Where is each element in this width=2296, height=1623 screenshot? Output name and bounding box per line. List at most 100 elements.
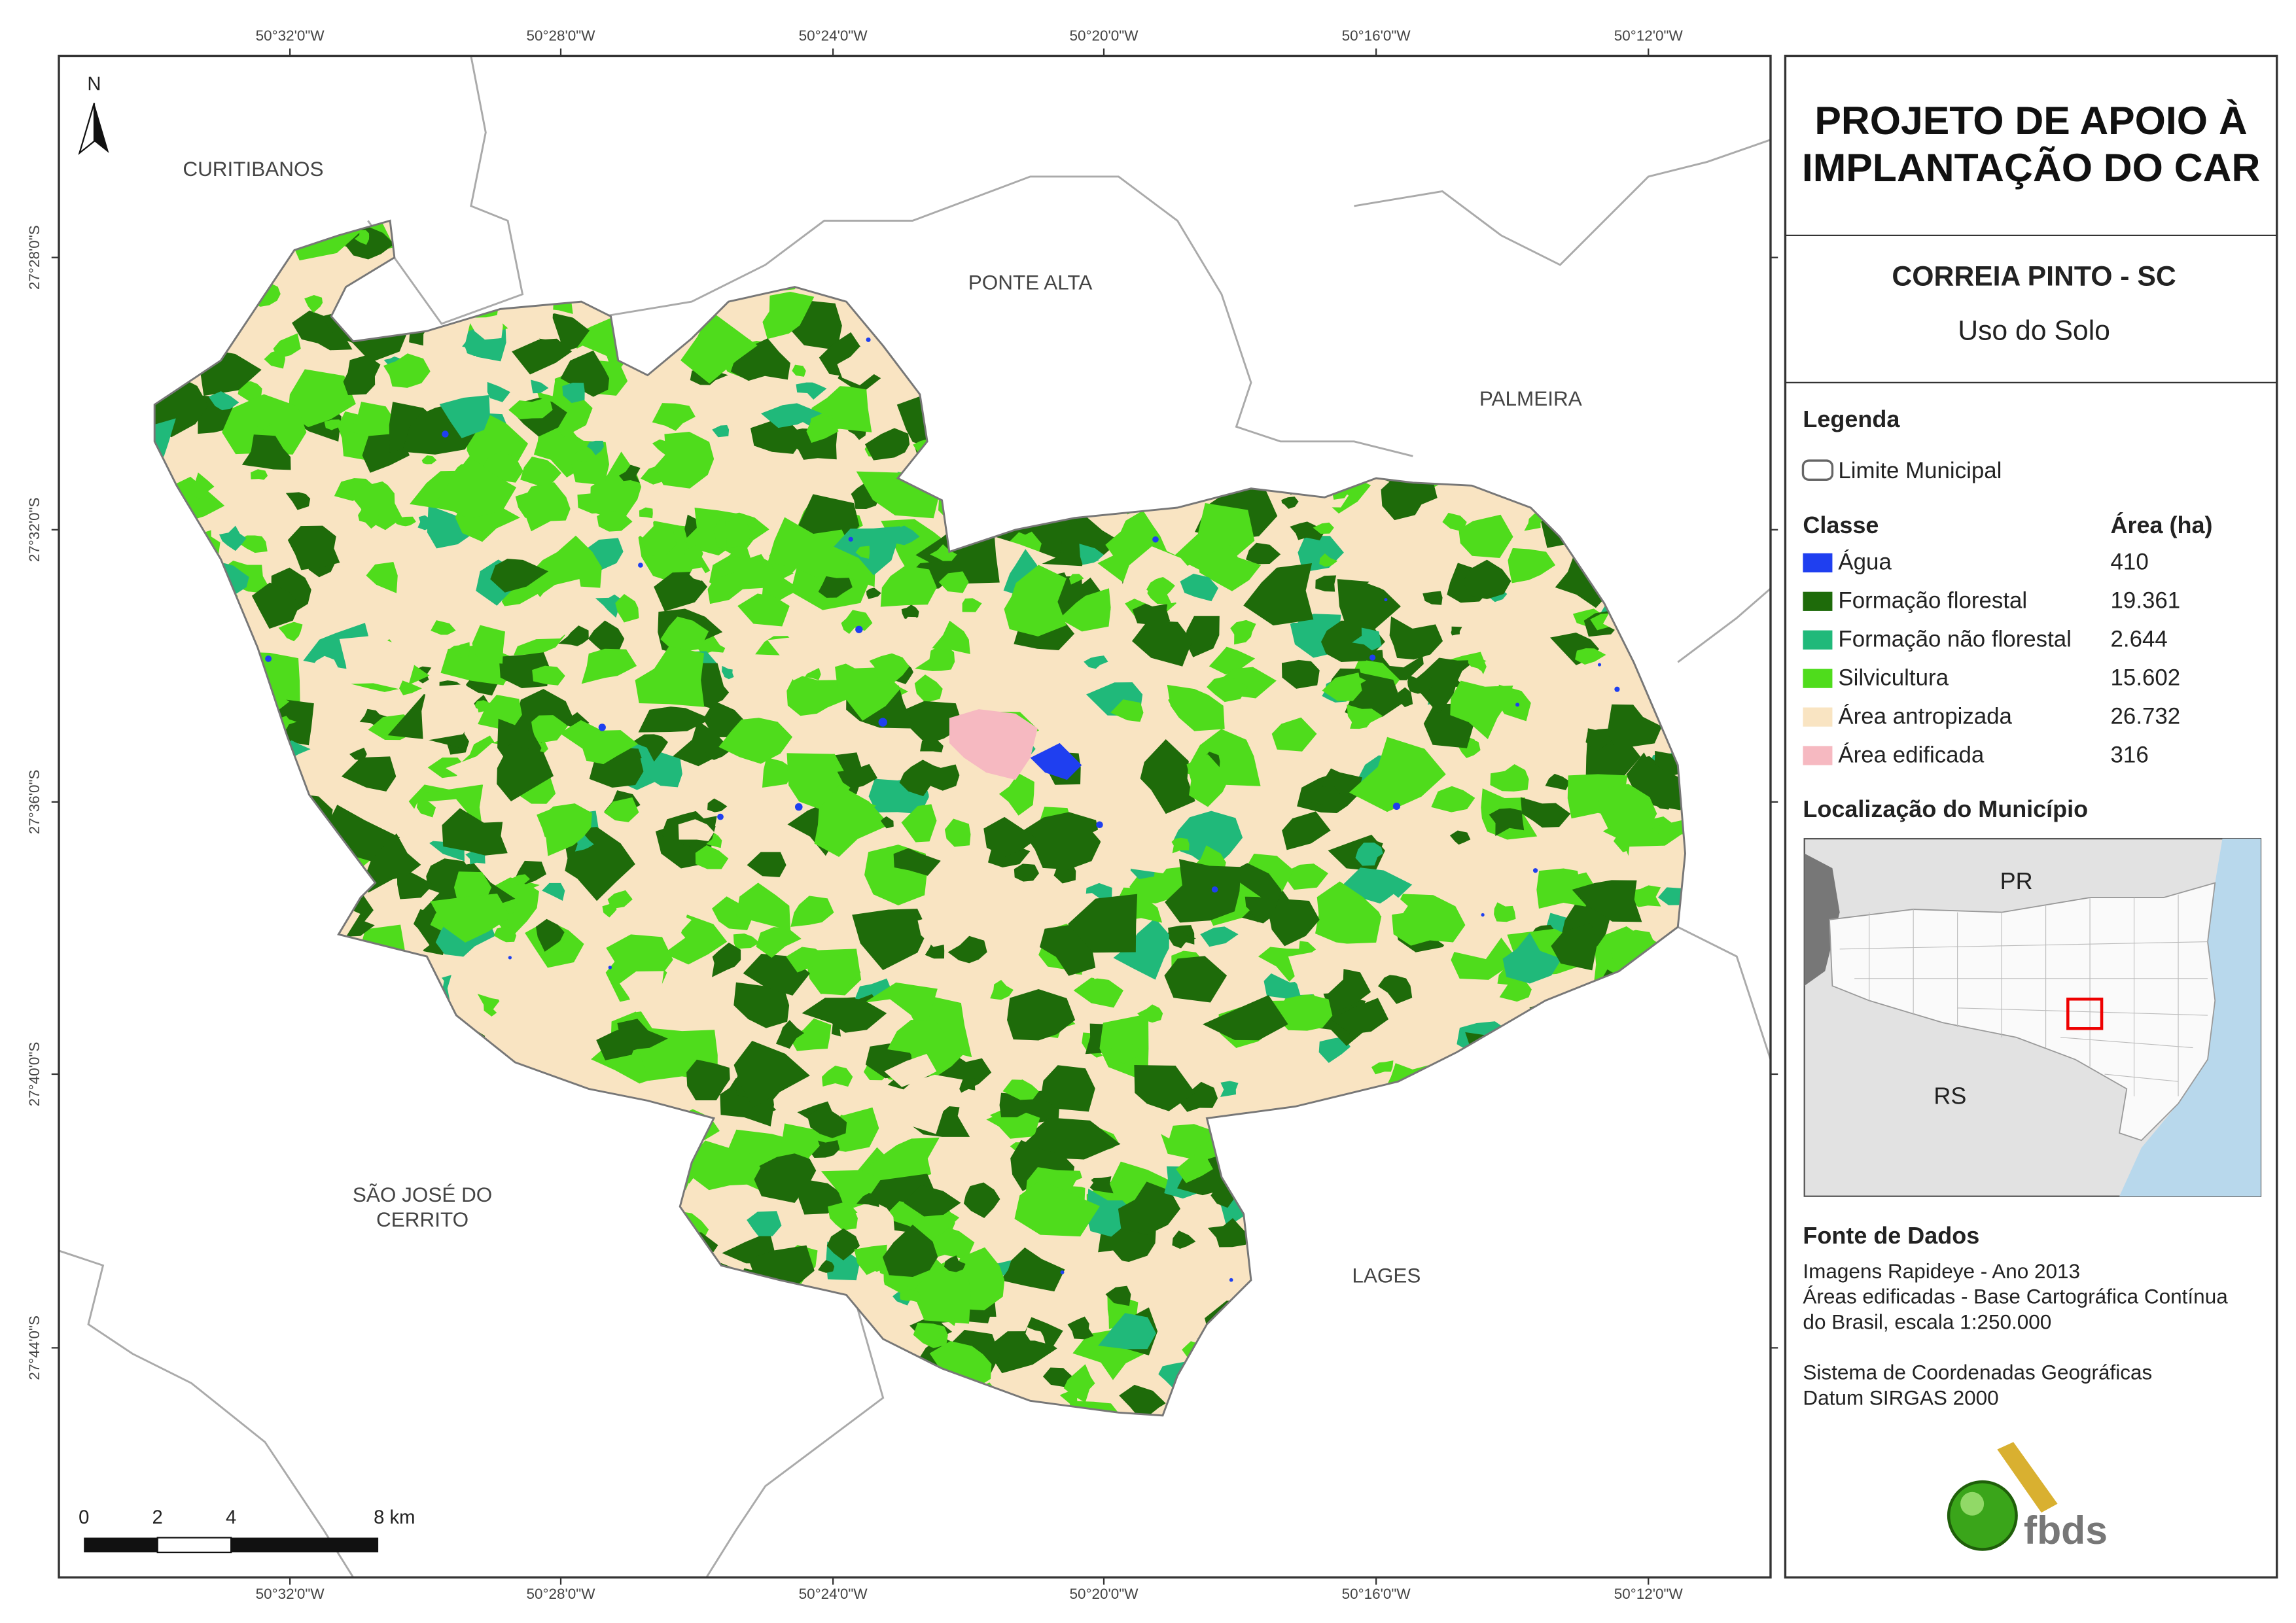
land-use-patch xyxy=(448,645,462,656)
boundary xyxy=(367,56,524,325)
land-use-patch xyxy=(493,926,517,943)
land-use-patch xyxy=(1355,842,1383,866)
land-use-patch xyxy=(1508,548,1556,584)
land-use-patch xyxy=(288,369,356,427)
logo-bar xyxy=(1997,1442,2058,1513)
land-use-patch xyxy=(919,764,960,791)
land-use-patch xyxy=(756,927,802,958)
land-use-patch xyxy=(536,918,565,952)
land-use-patch xyxy=(1407,674,1434,694)
land-use-patch xyxy=(439,394,490,438)
land-use-patch xyxy=(1140,739,1195,814)
land-use-patch xyxy=(903,616,923,629)
land-use-patch xyxy=(1392,894,1466,946)
land-use-patch xyxy=(487,381,510,402)
scale-bar: 0 2 4 8 km xyxy=(79,1507,415,1554)
land-use-patch xyxy=(1180,574,1219,602)
land-use-patch xyxy=(983,1100,1040,1139)
land-use-patch xyxy=(837,346,889,385)
land-use-patch xyxy=(1067,1316,1094,1340)
land-use-patch xyxy=(796,382,827,400)
land-use-patch xyxy=(497,744,554,801)
land-use-patch xyxy=(1545,773,1570,790)
land-use-patch xyxy=(663,915,728,965)
place-label: CURITIBANOS xyxy=(183,157,323,181)
land-use-patch xyxy=(841,610,873,637)
source-line: Imagens Rapideye - Ano 2013 xyxy=(1803,1259,2080,1283)
land-use-patch xyxy=(689,567,707,582)
land-use-patch xyxy=(1449,830,1471,845)
coord-label: 50°16'0"W xyxy=(1342,27,1411,44)
water-body xyxy=(848,536,853,542)
land-use-patch xyxy=(1281,497,1299,509)
coord-label: 50°20'0"W xyxy=(1070,1586,1139,1602)
boundary xyxy=(1677,926,1771,1060)
land-use-patch xyxy=(1349,737,1446,812)
land-use-patch xyxy=(998,773,1034,816)
land-use-patch xyxy=(1572,880,1642,922)
land-use-patch xyxy=(631,518,654,538)
land-use-patch xyxy=(292,310,353,351)
land-use-patch xyxy=(722,665,734,680)
land-use-patch xyxy=(775,1020,805,1049)
water-body xyxy=(794,803,803,811)
scale-seg xyxy=(84,1537,158,1553)
water-body xyxy=(1614,686,1620,692)
land-use-patch xyxy=(1458,514,1513,558)
land-use-patch xyxy=(1198,545,1262,591)
land-use-patch xyxy=(660,616,709,654)
land-use-patch xyxy=(864,428,910,461)
land-use-patch xyxy=(273,333,301,358)
coord-label: 50°16'0"W xyxy=(1342,1586,1411,1602)
land-use-patch xyxy=(341,756,397,792)
legend-class: Área edificada xyxy=(1838,742,1984,767)
land-use-patch xyxy=(1072,1177,1094,1189)
land-use-patch xyxy=(1463,559,1511,599)
logo-circle xyxy=(1947,1480,2018,1551)
land-use-patch xyxy=(1175,1081,1218,1112)
water-body xyxy=(1515,703,1520,707)
land-use-patch xyxy=(893,848,941,876)
land-use-patch xyxy=(1585,728,1616,752)
land-use-patch xyxy=(768,517,852,578)
legend-area: 19.361 xyxy=(2111,588,2181,614)
place-label: CERRITO xyxy=(376,1208,468,1231)
land-use-patch xyxy=(652,403,696,431)
scale-label: 0 xyxy=(79,1507,89,1528)
land-use-patch xyxy=(760,403,822,428)
boundary xyxy=(59,1249,355,1578)
land-use-patch xyxy=(1134,1065,1195,1111)
land-use-patch xyxy=(828,1202,858,1230)
land-use-patch xyxy=(712,896,753,931)
land-use-patch xyxy=(285,492,311,510)
boundary xyxy=(603,175,1413,457)
land-use-patch xyxy=(1490,672,1511,689)
land-use-patch xyxy=(358,506,380,529)
land-use-patch xyxy=(1524,514,1544,531)
legend-rows: Água 410 Formação florestal 19.361 Formação … xyxy=(1803,550,2181,767)
land-use-patch xyxy=(436,456,517,519)
land-use-patch xyxy=(1274,994,1333,1031)
land-use-patch xyxy=(686,1059,730,1101)
scale-label: 2 xyxy=(152,1507,163,1528)
land-use-patch xyxy=(836,627,878,669)
water-body xyxy=(1369,654,1376,661)
map-labels: 50°32'0"W 50°28'0"W 50°24'0"W 50°20'0"W 50°1… xyxy=(26,27,1778,1602)
land-use-patch xyxy=(913,1322,948,1348)
grid-lines xyxy=(1839,894,2208,1096)
land-use-patch xyxy=(1093,1250,1140,1282)
land-use-patch xyxy=(725,521,752,548)
coord-label: 50°24'0"W xyxy=(799,1586,868,1602)
land-use-patch xyxy=(639,507,653,519)
land-use-patch xyxy=(1069,574,1084,585)
land-use-patch xyxy=(1351,516,1389,537)
boundary xyxy=(1354,139,1771,266)
land-use-patch xyxy=(1007,988,1076,1041)
land-use-patch xyxy=(1422,591,1443,605)
land-use-patch xyxy=(1103,1038,1146,1064)
land-use-patch xyxy=(884,1053,937,1087)
land-use-patch xyxy=(718,561,740,577)
title-line: IMPLANTAÇÃO DO CAR xyxy=(1802,145,2260,190)
state-label: PR xyxy=(2000,867,2033,894)
land-use-patch xyxy=(311,655,338,678)
